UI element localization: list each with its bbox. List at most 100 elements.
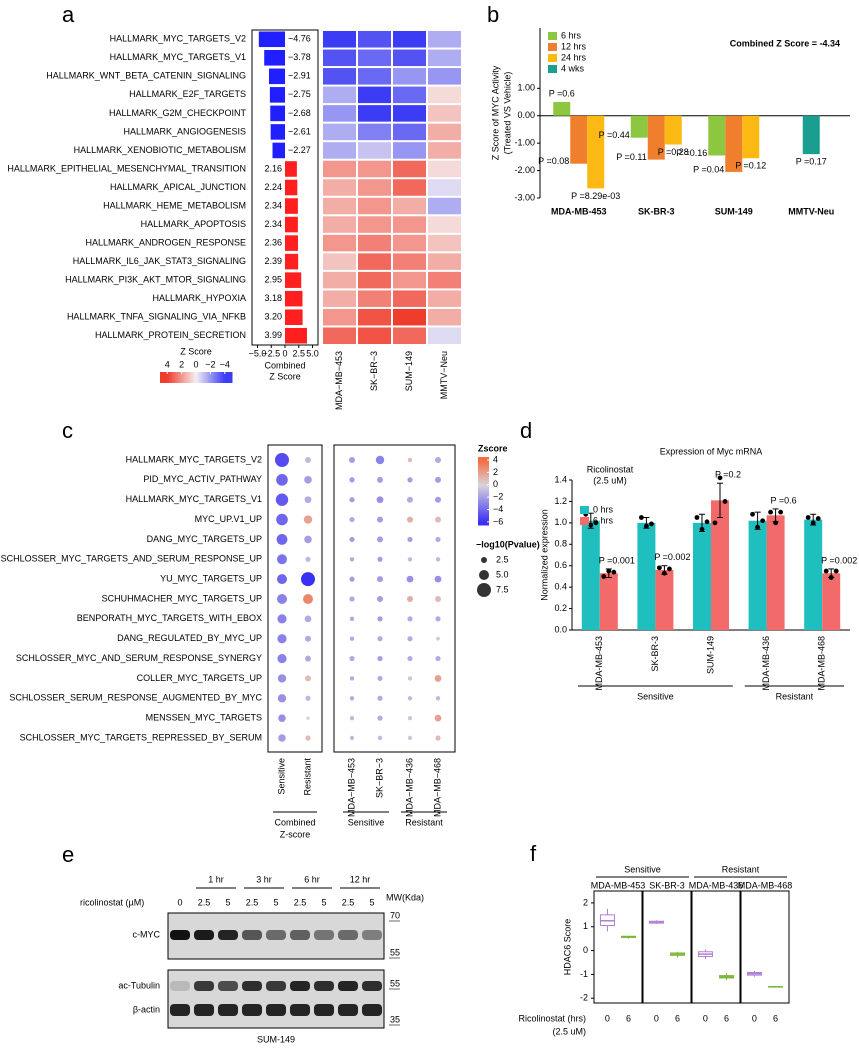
colorbar-slice (197, 372, 200, 383)
dot (406, 575, 414, 583)
annotation: (2.5 uM) (593, 475, 627, 485)
dot (304, 615, 312, 623)
heatmap-cell (323, 160, 356, 178)
dot (435, 516, 441, 523)
value-label: 2.39 (264, 256, 282, 266)
row-label: SCHLOSSER_MYC_AND_SERUM_RESPONSE_SYNERGY (16, 653, 262, 663)
value-label: −2.61 (288, 126, 311, 136)
mw-label: 55 (390, 947, 400, 957)
column-label: Resistant (302, 758, 312, 796)
legend-label: 12 hrs (561, 41, 587, 51)
heatmap-cell (428, 216, 461, 233)
row-label: MENSSEN_MYC_TARGETS (146, 713, 262, 723)
x-tick-label: MDA-MB-436 (761, 636, 771, 691)
colorbar-slice (191, 372, 194, 383)
colorbar-tick-label: 0 (193, 359, 198, 369)
data-point (722, 499, 728, 504)
row-label: HALLMARK_PI3K_AKT_MTOR_SIGNALING (65, 275, 246, 285)
dot (377, 476, 383, 483)
blot-band (338, 930, 358, 940)
y-tick-label: 0.0 (554, 624, 567, 634)
heatmap-cell (428, 142, 461, 159)
dot (305, 735, 311, 741)
facet-label: MDA-MB-453 (591, 880, 646, 890)
time-label: 3 hr (256, 874, 272, 884)
colorbar-slice (199, 372, 201, 383)
facet-label: MDA-MB-436 (689, 880, 744, 890)
value-label: −2.27 (288, 145, 311, 155)
colorbar-slice (478, 494, 489, 497)
value-label: 3.99 (264, 330, 282, 340)
bar (647, 115, 665, 160)
dot (435, 457, 441, 463)
legend-label: 6 hrs (561, 30, 582, 40)
colorbar-slice (173, 372, 176, 383)
row-label: HALLMARK_HEME_METABOLISM (103, 200, 246, 210)
blot-band (266, 1004, 286, 1016)
dot (305, 635, 311, 642)
legend-swatch (548, 43, 557, 51)
panel-label: f (530, 841, 537, 866)
cell-line-label: SUM-149 (257, 1034, 295, 1044)
heatmap-cell (323, 68, 356, 85)
row-label: DANG_REGULATED_BY_MYC_UP (117, 633, 262, 643)
bar (270, 124, 285, 140)
row-label: DANG_MYC_TARGETS_UP (147, 534, 262, 544)
colorbar-tick-label: 0 (493, 479, 498, 489)
dot (305, 675, 311, 682)
data-point (588, 522, 594, 528)
colorbar-slice (166, 372, 168, 383)
panel-label: b (487, 2, 499, 27)
colorbar-slice (226, 372, 228, 383)
p-value-label: P =0.11 (616, 152, 646, 162)
dot (407, 516, 413, 523)
heatmap-cell (358, 197, 391, 215)
data-point (704, 519, 710, 525)
bar (285, 198, 298, 214)
colorbar-slice (478, 514, 489, 517)
colorbar-slice (182, 372, 185, 383)
row-label: HALLMARK_ANDROGEN_RESPONSE (85, 237, 246, 247)
heatmap-cell (323, 86, 356, 104)
dot (407, 536, 413, 543)
bar (599, 573, 618, 630)
heatmap-cell (393, 142, 426, 159)
dot (349, 536, 355, 543)
colorbar-slice (169, 372, 171, 383)
y-tick-label: -1 (580, 969, 588, 979)
colorbar-slice (184, 372, 186, 383)
colorbar-slice (478, 523, 489, 526)
colorbar-slice (478, 468, 489, 472)
blot-band (362, 1004, 382, 1016)
bar (664, 115, 682, 145)
dot (349, 655, 355, 662)
x-tick-label: 2.5 (292, 348, 305, 358)
dose-label: 5 (273, 897, 278, 907)
facet-frame (691, 890, 741, 1004)
colorbar-slice (227, 372, 230, 383)
dot (349, 516, 355, 523)
heatmap-cell (428, 123, 461, 141)
panel-label: d (520, 418, 532, 443)
bar (822, 573, 841, 630)
bar (269, 87, 285, 103)
heatmap-cell (428, 86, 461, 104)
value-label: −2.75 (288, 89, 311, 99)
p-value-label: P =0.2 (715, 470, 741, 480)
colorbar-slice (181, 372, 183, 383)
row-label: YU_MYC_TARGETS_UP (160, 574, 262, 584)
blot-band (362, 930, 382, 940)
dot (277, 614, 287, 624)
heatmap-cell (393, 179, 426, 196)
p-value-label: P =0.002 (654, 552, 690, 562)
dot (277, 554, 287, 565)
bar (270, 105, 285, 122)
column-label: MDA−MB−453 (334, 351, 344, 410)
dot (304, 476, 312, 484)
heatmap-cell (393, 271, 426, 289)
x-tick-label: 5.0 (306, 348, 319, 358)
y-tick-label: 1.00 (517, 83, 535, 93)
dose-title: ricolinostat (µM) (80, 897, 144, 907)
bar (268, 68, 285, 85)
legend-swatch (580, 517, 589, 525)
